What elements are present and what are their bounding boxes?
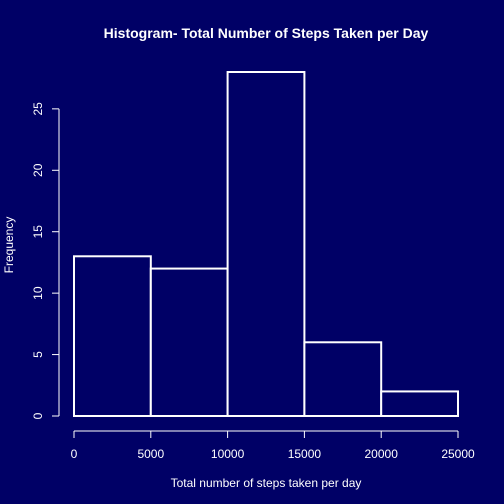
histogram-bar-0 (73, 255, 152, 417)
chart-title: Histogram- Total Number of Steps Taken p… (104, 25, 429, 41)
y-tick-label-2: 10 (31, 286, 45, 300)
y-tick-label-4: 20 (31, 163, 45, 177)
x-axis-label: Total number of steps taken per day (171, 476, 362, 490)
x-tick-label-5: 25000 (441, 447, 475, 461)
y-tick-label-1: 5 (31, 351, 45, 358)
x-tick-label-1: 5000 (137, 447, 164, 461)
histogram-bar-1 (149, 267, 229, 418)
x-tick-label-2: 10000 (211, 447, 245, 461)
x-tick-label-0: 0 (71, 447, 78, 461)
bars-group (73, 71, 460, 418)
y-axis: 0 5 10 15 20 25 (31, 102, 60, 419)
histogram-bar-2 (226, 71, 306, 417)
y-tick-label-3: 15 (31, 225, 45, 239)
histogram-bar-3 (303, 341, 383, 417)
histogram-bar-4 (380, 390, 460, 417)
x-tick-label-4: 20000 (365, 447, 399, 461)
x-tick-label-3: 15000 (288, 447, 322, 461)
x-axis: 0 5000 10000 15000 20000 25000 (71, 430, 475, 461)
y-tick-label-0: 0 (31, 412, 45, 419)
y-axis-label: Frequency (2, 217, 16, 274)
y-tick-label-5: 25 (31, 102, 45, 116)
